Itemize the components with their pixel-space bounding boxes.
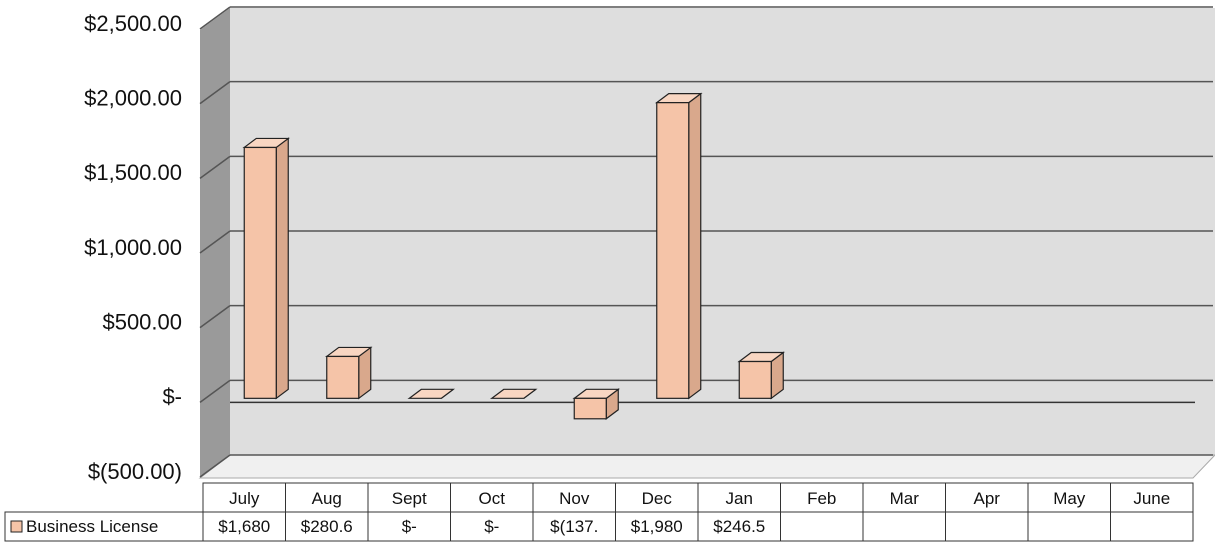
grid-line-side (199, 81, 231, 105)
bar-face (688, 92, 702, 400)
x-tick-label: Mar (890, 489, 920, 508)
floor (198, 454, 1215, 479)
grid-line-side (199, 454, 231, 478)
data-table-value: $1,980 (631, 517, 683, 536)
grid-line-side (199, 379, 231, 403)
grid-line-side (199, 6, 231, 30)
table-label-cell (4, 511, 204, 542)
bar (324, 346, 373, 400)
x-tick-label: Feb (807, 489, 836, 508)
x-tick-label: Jan (726, 489, 753, 508)
bar-face (573, 397, 607, 420)
bar (572, 388, 621, 420)
grid-line-side (199, 305, 231, 329)
bar-face (326, 355, 360, 399)
bar (737, 351, 786, 400)
bar (654, 92, 703, 400)
y-tick-label: $1,000.00 (84, 235, 182, 260)
x-tick-label: Nov (559, 489, 590, 508)
y-tick-label: $2,500.00 (84, 11, 182, 36)
bar-face (489, 388, 538, 399)
y-tick-label: $2,000.00 (84, 85, 182, 110)
bar (242, 137, 291, 400)
data-table-value: $246.5 (713, 517, 765, 536)
data-table-value: $(137. (550, 517, 598, 536)
y-tick-label: $500.00 (102, 309, 182, 334)
y-tick-label: $- (162, 384, 182, 409)
bar (489, 388, 538, 399)
grid-line-side (199, 155, 231, 179)
bar (407, 388, 456, 399)
bar-face (738, 360, 772, 399)
data-table-value: $- (484, 517, 499, 536)
x-tick-label: July (229, 489, 260, 508)
bar-face (275, 137, 289, 400)
grid-line-side (199, 230, 231, 254)
x-tick-label: June (1133, 489, 1170, 508)
x-tick-label: Sept (392, 489, 427, 508)
legend-label: Business License (26, 517, 158, 536)
x-tick-label: Oct (479, 489, 506, 508)
legend-key (10, 520, 23, 533)
data-table-value: $- (402, 517, 417, 536)
x-tick-label: Apr (974, 489, 1001, 508)
x-tick-label: Dec (642, 489, 673, 508)
side-wall (200, 8, 230, 478)
bar-face (243, 146, 277, 399)
data-table-value: $280.6 (301, 517, 353, 536)
bar-face (407, 388, 456, 399)
y-tick-label: $1,500.00 (84, 160, 182, 185)
bar-face (656, 102, 690, 399)
x-tick-label: Aug (312, 489, 342, 508)
y-tick-label: $(500.00) (88, 459, 182, 484)
x-tick-label: May (1053, 489, 1086, 508)
data-table-value: $1,680 (218, 517, 270, 536)
